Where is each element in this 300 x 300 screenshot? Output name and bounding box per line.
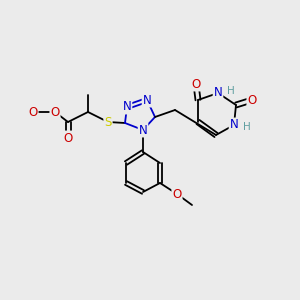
Text: N: N [139,124,147,136]
Text: O: O [172,188,182,200]
Text: O: O [191,77,201,91]
Text: O: O [63,131,73,145]
Text: H: H [243,122,251,132]
Text: N: N [142,94,152,106]
Text: H: H [227,86,235,96]
Text: O: O [248,94,256,106]
Text: S: S [104,116,112,128]
Text: O: O [50,106,60,118]
Text: N: N [214,86,222,100]
Text: N: N [230,118,238,131]
Text: N: N [123,100,131,113]
Text: O: O [28,106,38,118]
